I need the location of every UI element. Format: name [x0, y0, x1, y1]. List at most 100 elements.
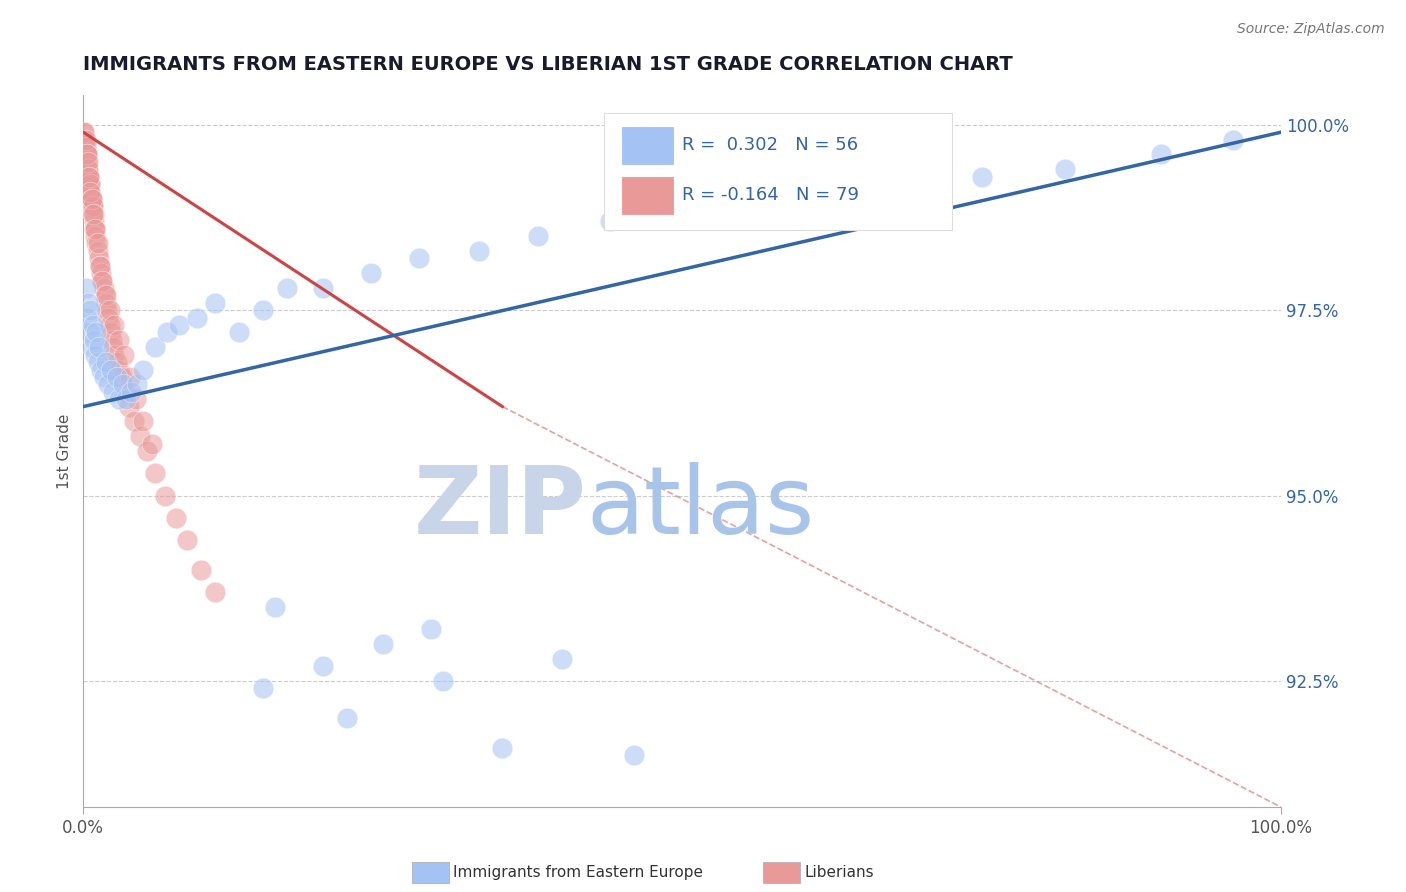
- Point: [90, 266, 112, 280]
- Point: [98, 318, 121, 332]
- Point: [77, 169, 100, 184]
- Point: [1222, 133, 1244, 147]
- Point: [73, 125, 96, 139]
- Point: [87, 340, 110, 354]
- Point: [77, 326, 100, 340]
- Point: [228, 326, 250, 340]
- Text: Immigrants from Eastern Europe: Immigrants from Eastern Europe: [453, 865, 703, 880]
- Point: [87, 252, 110, 266]
- Point: [80, 340, 103, 354]
- Point: [312, 659, 335, 673]
- Point: [80, 192, 103, 206]
- Point: [599, 214, 621, 228]
- Text: atlas: atlas: [586, 462, 814, 554]
- Point: [103, 348, 125, 362]
- Point: [112, 348, 135, 362]
- FancyBboxPatch shape: [605, 113, 952, 230]
- Point: [77, 295, 100, 310]
- Point: [79, 303, 101, 318]
- Y-axis label: 1st Grade: 1st Grade: [58, 413, 72, 489]
- Point: [103, 340, 125, 354]
- Point: [132, 362, 155, 376]
- Point: [86, 236, 108, 251]
- Point: [1054, 162, 1077, 177]
- Point: [156, 326, 179, 340]
- Point: [91, 274, 114, 288]
- Point: [108, 392, 131, 407]
- Point: [103, 318, 125, 332]
- Point: [204, 585, 226, 599]
- Point: [76, 147, 98, 161]
- Point: [75, 281, 97, 295]
- Point: [82, 199, 104, 213]
- Point: [77, 169, 100, 184]
- Point: [190, 563, 212, 577]
- Point: [176, 533, 198, 547]
- Point: [167, 318, 190, 332]
- Text: ZIP: ZIP: [413, 462, 586, 554]
- Point: [143, 340, 166, 354]
- Point: [93, 370, 115, 384]
- Point: [76, 147, 98, 161]
- Point: [82, 199, 104, 213]
- Point: [79, 185, 101, 199]
- Point: [76, 147, 98, 161]
- Point: [128, 429, 150, 443]
- Point: [86, 236, 108, 251]
- Point: [77, 162, 100, 177]
- Point: [77, 169, 100, 184]
- Point: [79, 185, 101, 199]
- Point: [695, 207, 717, 221]
- Text: Source: ZipAtlas.com: Source: ZipAtlas.com: [1237, 22, 1385, 37]
- Point: [371, 637, 394, 651]
- Point: [97, 377, 120, 392]
- Point: [360, 266, 382, 280]
- Point: [84, 221, 107, 235]
- Point: [467, 244, 489, 258]
- Point: [75, 147, 97, 161]
- Point: [94, 295, 117, 310]
- Point: [77, 169, 100, 184]
- Point: [77, 154, 100, 169]
- Point: [75, 140, 97, 154]
- Point: [252, 303, 274, 318]
- Point: [118, 400, 141, 414]
- Point: [143, 467, 166, 481]
- Point: [108, 362, 131, 376]
- Point: [83, 333, 105, 347]
- Point: [97, 310, 120, 325]
- Point: [83, 207, 105, 221]
- Point: [115, 392, 138, 407]
- Point: [1150, 147, 1173, 161]
- Point: [90, 362, 112, 376]
- Point: [527, 229, 550, 244]
- Point: [82, 207, 104, 221]
- Point: [186, 310, 208, 325]
- Point: [84, 348, 107, 362]
- Point: [86, 355, 108, 369]
- Point: [98, 303, 121, 318]
- Point: [153, 489, 176, 503]
- Point: [108, 333, 131, 347]
- Point: [83, 214, 105, 228]
- Point: [79, 177, 101, 191]
- Point: [132, 414, 155, 428]
- Point: [135, 444, 157, 458]
- Point: [89, 259, 111, 273]
- Point: [623, 748, 645, 763]
- Point: [127, 377, 149, 392]
- Point: [408, 252, 430, 266]
- Point: [491, 740, 513, 755]
- Point: [970, 169, 993, 184]
- Point: [84, 221, 107, 235]
- Point: [100, 362, 122, 376]
- Point: [120, 384, 142, 399]
- Point: [96, 303, 118, 318]
- Point: [105, 370, 128, 384]
- Point: [76, 154, 98, 169]
- Point: [91, 274, 114, 288]
- Point: [118, 370, 141, 384]
- Point: [86, 244, 108, 258]
- Point: [264, 599, 287, 614]
- Point: [125, 392, 148, 407]
